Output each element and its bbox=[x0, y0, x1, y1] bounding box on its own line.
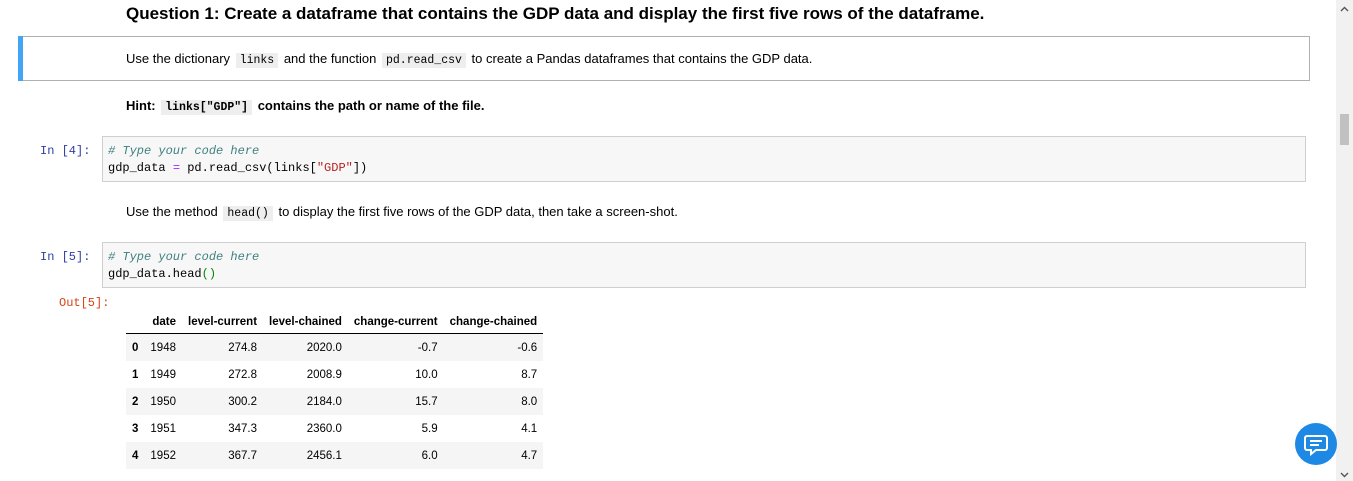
table-cell: 15.7 bbox=[415, 395, 438, 408]
table-row: 3 1951 347.3 2360.0 5.9 4.1 bbox=[126, 415, 543, 442]
table-cell: 347.3 bbox=[228, 422, 258, 435]
instruction-text: and the function bbox=[283, 51, 377, 66]
table-cell: 6.0 bbox=[421, 449, 438, 462]
table-header-index bbox=[126, 310, 145, 334]
table-cell: 8.0 bbox=[521, 395, 538, 408]
instruction-text: Use the dictionary bbox=[126, 51, 231, 66]
row-index: 0 bbox=[132, 341, 139, 354]
question-title: Question 1: Create a dataframe that cont… bbox=[126, 4, 985, 23]
code-paren: () bbox=[201, 267, 217, 281]
code-token: gdp_data.head bbox=[108, 267, 202, 281]
feedback-button[interactable] bbox=[1295, 423, 1337, 465]
code-comment: # Type your code here bbox=[108, 250, 260, 264]
code-token: pd.read_csv(links[ bbox=[187, 161, 317, 175]
code-string: "GDP" bbox=[316, 161, 353, 175]
instruction-text-2: Use the method head() to display the fir… bbox=[126, 204, 678, 221]
table-cell: 274.8 bbox=[228, 341, 258, 354]
table-cell: 1948 bbox=[150, 341, 176, 354]
table-header: date bbox=[144, 310, 182, 334]
table-cell: 1950 bbox=[150, 395, 176, 408]
table-row: 1 1949 272.8 2008.9 10.0 8.7 bbox=[126, 361, 543, 388]
table-cell: 2184.0 bbox=[306, 395, 342, 408]
table-cell: 8.7 bbox=[521, 368, 538, 381]
table-cell: 367.7 bbox=[228, 449, 258, 462]
row-index: 2 bbox=[132, 395, 139, 408]
table-cell: 2360.0 bbox=[306, 422, 342, 435]
input-prompt-5: In [5]: bbox=[40, 250, 91, 264]
inline-code-head: head() bbox=[223, 206, 273, 221]
row-index: 4 bbox=[132, 449, 139, 462]
hint-text: Hint: links["GDP"] contains the path or … bbox=[126, 98, 485, 115]
table-cell: 4.7 bbox=[521, 449, 538, 462]
code-line-2: gdp_data = pd.read_csv(links["GDP"]) bbox=[108, 161, 367, 175]
code-cell-5[interactable]: # Type your code here gdp_data.head() bbox=[102, 242, 1306, 288]
table-header-row: date level-current level-chained change-… bbox=[126, 310, 544, 334]
table-cell: 1949 bbox=[150, 368, 176, 381]
code-line-2: gdp_data.head() bbox=[108, 267, 216, 281]
row-index: 1 bbox=[132, 368, 139, 381]
chevron-up-icon[interactable] bbox=[1340, 4, 1349, 14]
table-cell: 300.2 bbox=[228, 395, 258, 408]
table-row: 4 1952 367.7 2456.1 6.0 4.7 bbox=[126, 442, 544, 469]
table-cell: 1952 bbox=[150, 449, 176, 462]
table-cell: 1951 bbox=[150, 422, 176, 435]
table-cell: 10.0 bbox=[415, 368, 438, 381]
input-prompt-4: In [4]: bbox=[40, 144, 91, 158]
table-header: change-current bbox=[347, 310, 444, 334]
hint-body: contains the path or name of the file. bbox=[257, 98, 485, 113]
table-cell: 2008.9 bbox=[306, 368, 342, 381]
dataframe-table: date level-current level-chained change-… bbox=[126, 310, 544, 469]
selected-markdown-cell[interactable] bbox=[18, 36, 1310, 81]
code-cell-4[interactable]: # Type your code here gdp_data = pd.read… bbox=[102, 136, 1306, 182]
table-cell: -0.7 bbox=[417, 341, 438, 354]
inline-code-links-gdp: links["GDP"] bbox=[161, 100, 253, 115]
inline-code-read-csv: pd.read_csv bbox=[381, 53, 466, 68]
code-line-1: # Type your code here bbox=[108, 250, 259, 264]
vertical-scrollbar[interactable] bbox=[1336, 0, 1353, 481]
instruction-text: Use the method bbox=[126, 204, 218, 219]
inline-code-links: links bbox=[235, 53, 279, 68]
row-index: 3 bbox=[132, 422, 139, 435]
instruction-text: to display the first five rows of the GD… bbox=[278, 204, 678, 219]
table-cell: 2020.0 bbox=[306, 341, 342, 354]
table-cell: 2456.1 bbox=[306, 449, 342, 462]
table-cell: 272.8 bbox=[228, 368, 258, 381]
code-operator: = bbox=[172, 161, 181, 175]
code-token: gdp_data bbox=[108, 161, 166, 175]
scrollbar-thumb[interactable] bbox=[1340, 114, 1349, 145]
code-comment: # Type your code here bbox=[108, 144, 260, 158]
hint-label: Hint: bbox=[126, 98, 156, 113]
table-cell: 5.9 bbox=[421, 422, 438, 435]
instruction-text: to create a Pandas dataframes that conta… bbox=[471, 51, 813, 66]
table-row: 0 1948 274.8 2020.0 -0.7 -0.6 bbox=[126, 333, 544, 361]
instruction-text-1: Use the dictionary links and the functio… bbox=[126, 51, 813, 68]
chevron-down-icon[interactable] bbox=[1340, 470, 1349, 480]
table-cell: -0.6 bbox=[517, 341, 538, 354]
chat-feedback-icon bbox=[1304, 435, 1328, 457]
code-line-1: # Type your code here bbox=[108, 144, 259, 158]
selected-cell-indicator bbox=[18, 36, 23, 81]
table-header: level-chained bbox=[263, 310, 348, 334]
table-header: change-chained bbox=[443, 310, 544, 334]
table-header: level-current bbox=[182, 310, 264, 334]
table-row: 2 1950 300.2 2184.0 15.7 8.0 bbox=[126, 388, 544, 415]
code-token: ]) bbox=[352, 161, 368, 175]
output-prompt-5: Out[5]: bbox=[59, 296, 110, 310]
table-cell: 4.1 bbox=[521, 422, 538, 435]
